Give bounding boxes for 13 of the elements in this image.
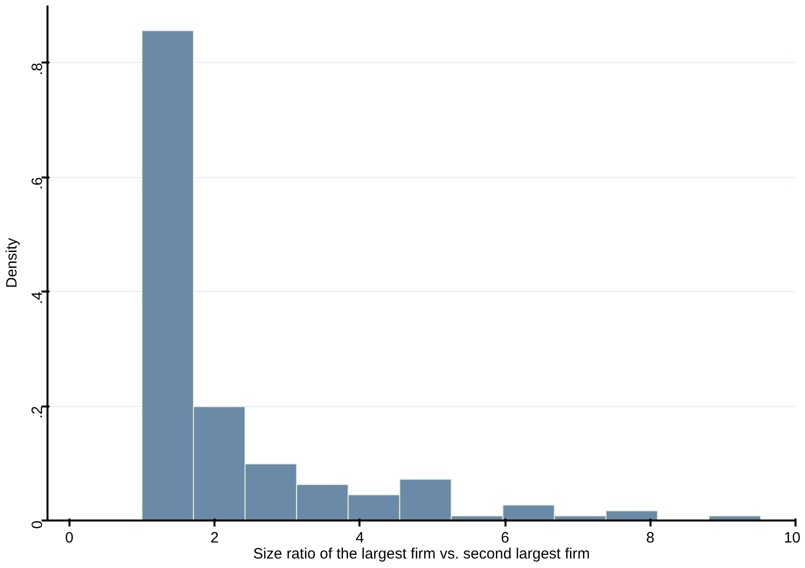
x-tick-label: 6 xyxy=(500,530,510,546)
y-tick-label: .4 xyxy=(29,292,46,304)
x-tick-label: 2 xyxy=(210,530,219,546)
x-tick-label: 8 xyxy=(646,530,654,546)
y-tick-label: .6 xyxy=(29,177,46,190)
y-tick-label: .2 xyxy=(29,406,46,419)
y-axis-title: Density xyxy=(4,237,20,288)
x-tick-label: 0 xyxy=(65,530,74,546)
x-axis-title: Size ratio of the largest firm vs. second largest firm xyxy=(253,546,590,562)
x-tick-label: 10 xyxy=(784,530,801,546)
y-tick-label: .8 xyxy=(29,62,46,76)
x-tick-label: 4 xyxy=(356,530,364,546)
y-tick-label: 0 xyxy=(29,520,46,529)
